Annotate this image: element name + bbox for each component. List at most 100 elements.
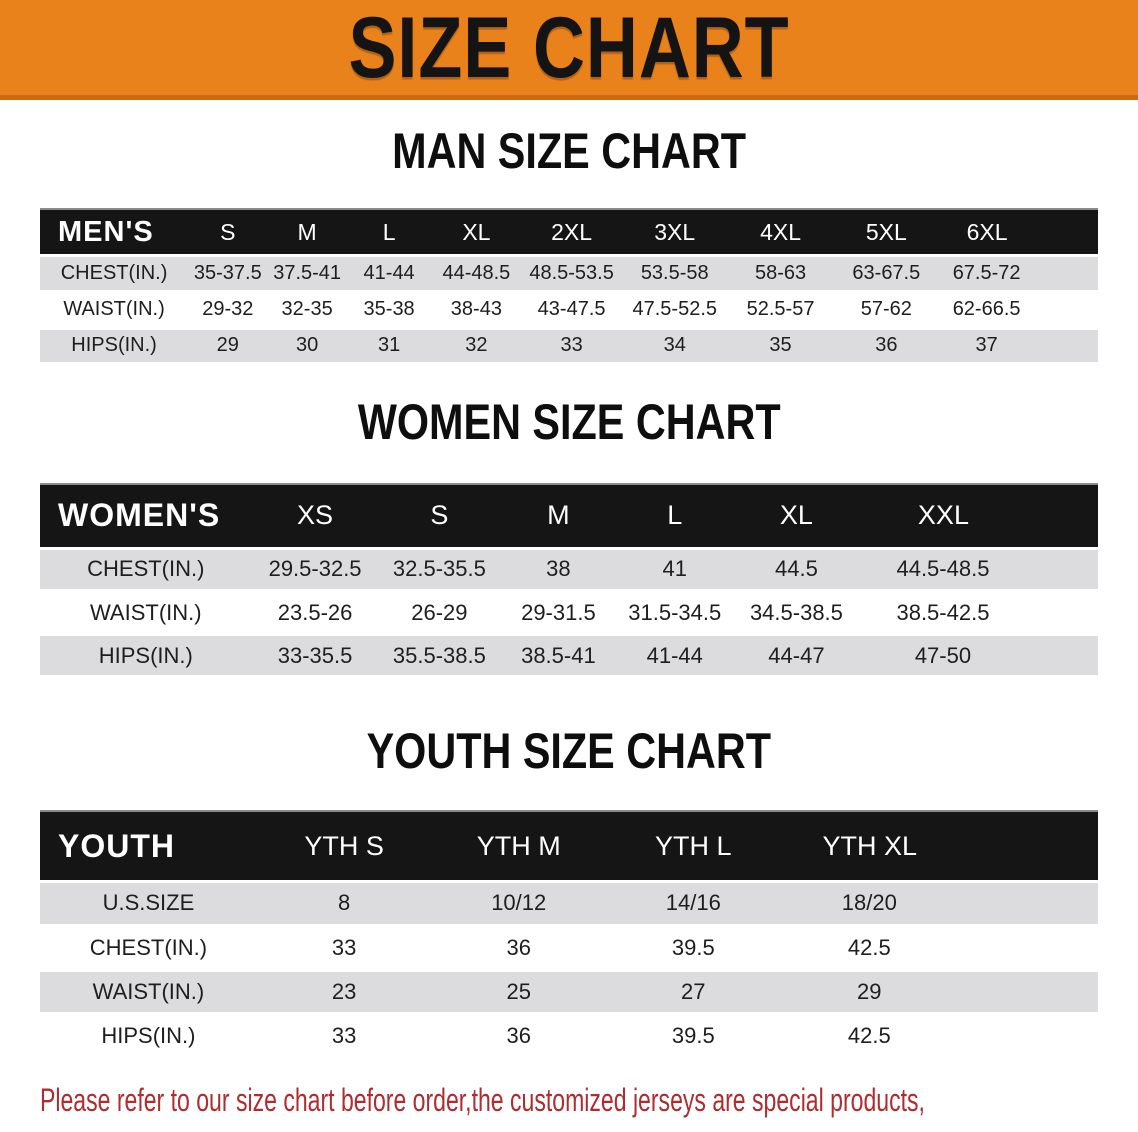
youth-heading: YOUTH SIZE CHART <box>0 722 1138 786</box>
mens-column-header: S <box>188 208 268 257</box>
size-value-cell: 26-29 <box>378 591 501 636</box>
row-label: HIPS(IN.) <box>40 1013 257 1060</box>
mens-column-header: 6XL <box>939 208 1098 257</box>
size-value-cell: 42.5 <box>780 925 1098 972</box>
womens-header-row: WOMEN'S XS S M L XL XXL <box>40 482 1098 549</box>
size-value-cell: 63-67.5 <box>833 254 940 294</box>
size-value-cell: 33-35.5 <box>251 634 379 679</box>
size-value-cell: 29.5-32.5 <box>251 546 379 593</box>
size-value-cell: 36 <box>431 925 606 972</box>
size-value-cell: 47-50 <box>859 634 1098 679</box>
mens-table: MEN'S S M L XL 2XL 3XL 4XL 5XL 6XL CHEST(IN.) 35-37… <box>40 208 1098 366</box>
size-value-cell: 29 <box>780 969 1098 1016</box>
size-value-cell: 32.5-35.5 <box>378 546 501 593</box>
mens-heading: MAN SIZE CHART <box>0 122 1138 186</box>
womens-column-header: L <box>616 482 733 549</box>
mens-column-header: 3XL <box>621 208 728 257</box>
womens-row-waist-in: WAIST(IN.) 23.5-26 26-29 29-31.5 31.5-34.5 34… <box>40 591 1098 636</box>
size-value-cell: 34.5-38.5 <box>732 591 860 636</box>
womens-heading: WOMEN SIZE CHART <box>0 393 1138 457</box>
mens-header-label: MEN'S <box>40 208 189 257</box>
size-value-cell: 29-32 <box>188 291 268 330</box>
size-value-cell: 58-63 <box>727 254 834 294</box>
disclaimer-line-1: Please refer to our size chart before or… <box>40 1081 925 1118</box>
mens-table-wrap: MEN'S S M L XL 2XL 3XL 4XL 5XL 6XL CHEST(IN.) 35-37… <box>0 208 1138 366</box>
size-value-cell: 38.5-41 <box>500 634 617 679</box>
womens-section: WOMEN SIZE CHART WOMEN'S XS S M L XL XXL CHEST(… <box>0 393 1138 679</box>
size-value-cell: 27 <box>606 969 781 1016</box>
womens-column-header: S <box>378 482 501 549</box>
size-value-cell: 10/12 <box>431 880 606 928</box>
size-value-cell: 53.5-58 <box>621 254 728 294</box>
mens-row-waist-in: WAIST(IN.) 29-32 32-35 35-38 38-43 43-47.5 47.… <box>40 291 1098 330</box>
size-value-cell: 38.5-42.5 <box>859 591 1098 636</box>
size-value-cell: 62-66.5 <box>939 291 1098 330</box>
womens-table: WOMEN'S XS S M L XL XXL CHEST(IN.) 29.5-32.5 32.5… <box>40 482 1098 679</box>
youth-row-hips-in: HIPS(IN.) 33 36 39.5 42.5 <box>40 1013 1098 1060</box>
womens-header-label: WOMEN'S <box>40 482 252 549</box>
size-value-cell: 35-37.5 <box>188 254 268 294</box>
row-label: WAIST(IN.) <box>40 591 252 636</box>
size-value-cell: 35.5-38.5 <box>378 634 501 679</box>
size-value-cell: 18/20 <box>780 880 1098 928</box>
size-value-cell: 33 <box>256 925 432 972</box>
size-value-cell: 35 <box>727 327 834 366</box>
row-label: CHEST(IN.) <box>40 254 189 294</box>
size-value-cell: 44-48.5 <box>431 254 522 294</box>
size-value-cell: 39.5 <box>606 925 781 972</box>
womens-table-wrap: WOMEN'S XS S M L XL XXL CHEST(IN.) 29.5-32.5 32.5… <box>0 482 1138 679</box>
mens-column-header: L <box>346 208 432 257</box>
youth-heading-text: YOUTH SIZE CHART <box>366 722 772 779</box>
size-value-cell: 37.5-41 <box>267 254 347 294</box>
row-label: CHEST(IN.) <box>40 925 257 972</box>
size-value-cell: 36 <box>431 1013 606 1060</box>
mens-column-header: 2XL <box>521 208 622 257</box>
mens-heading-text: MAN SIZE CHART <box>392 122 746 179</box>
banner-title: SIZE CHART <box>348 0 790 96</box>
row-label: U.S.SIZE <box>40 880 257 928</box>
youth-row-waist-in: WAIST(IN.) 23 25 27 29 <box>40 969 1098 1016</box>
size-value-cell: 25 <box>431 969 606 1016</box>
size-value-cell: 38-43 <box>431 291 522 330</box>
row-label: HIPS(IN.) <box>40 327 189 366</box>
size-value-cell: 29 <box>188 327 268 366</box>
mens-row-chest-in: CHEST(IN.) 35-37.5 37.5-41 41-44 44-48.5 48.5… <box>40 254 1098 294</box>
size-value-cell: 36 <box>833 327 940 366</box>
youth-column-header: YTH L <box>606 810 781 883</box>
row-label: CHEST(IN.) <box>40 546 252 593</box>
womens-column-header: XL <box>732 482 860 549</box>
youth-table-wrap: YOUTH YTH S YTH M YTH L YTH XL U.S.SIZE 8 10/12… <box>0 810 1138 1060</box>
size-value-cell: 39.5 <box>606 1013 781 1060</box>
size-value-cell: 14/16 <box>606 880 781 928</box>
size-value-cell: 34 <box>621 327 728 366</box>
size-value-cell: 48.5-53.5 <box>521 254 622 294</box>
mens-column-header: 4XL <box>727 208 834 257</box>
size-value-cell: 32-35 <box>267 291 347 330</box>
size-value-cell: 44.5-48.5 <box>859 546 1098 593</box>
size-value-cell: 23.5-26 <box>251 591 379 636</box>
size-value-cell: 43-47.5 <box>521 291 622 330</box>
youth-column-header: YTH XL <box>780 810 1098 883</box>
youth-column-header: YTH S <box>256 810 432 883</box>
youth-row-u-s-size: U.S.SIZE 8 10/12 14/16 18/20 <box>40 880 1098 928</box>
youth-table: YOUTH YTH S YTH M YTH L YTH XL U.S.SIZE 8 10/12… <box>40 810 1098 1060</box>
disclaimer-line-2: we don't accept cancel, change, teturn o… <box>40 1124 831 1132</box>
row-label: WAIST(IN.) <box>40 291 189 330</box>
size-value-cell: 47.5-52.5 <box>621 291 728 330</box>
size-value-cell: 23 <box>256 969 432 1016</box>
size-value-cell: 41-44 <box>346 254 432 294</box>
mens-section: MAN SIZE CHART MEN'S S M L XL 2XL 3XL 4XL 5XL 6XL… <box>0 122 1138 366</box>
size-value-cell: 41 <box>616 546 733 593</box>
size-value-cell: 57-62 <box>833 291 940 330</box>
womens-column-header: XS <box>251 482 379 549</box>
banner: SIZE CHART <box>0 0 1138 100</box>
mens-column-header: XL <box>431 208 522 257</box>
row-label: WAIST(IN.) <box>40 969 257 1016</box>
womens-row-chest-in: CHEST(IN.) 29.5-32.5 32.5-35.5 38 41 44.5 44.5… <box>40 546 1098 593</box>
youth-header-row: YOUTH YTH S YTH M YTH L YTH XL <box>40 810 1098 883</box>
womens-column-header: XXL <box>859 482 1098 549</box>
mens-column-header: M <box>267 208 347 257</box>
disclaimer: Please refer to our size chart before or… <box>0 1076 1138 1132</box>
size-value-cell: 35-38 <box>346 291 432 330</box>
